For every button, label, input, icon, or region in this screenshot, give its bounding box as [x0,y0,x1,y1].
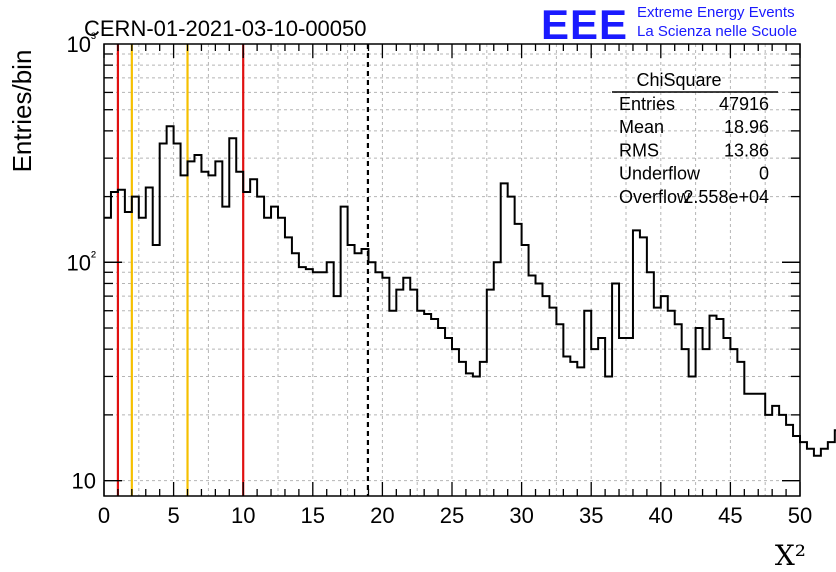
logo-line-1: Extreme Energy Events [637,4,795,21]
stats-box: ChiSquare Entries 47916 Mean 18.96 RMS 13.86 U… [612,70,778,207]
logo-line-2: La Scienza nelle Scuole [637,23,797,40]
x-tick-label: 20 [370,503,394,528]
eee-logo: EEE [541,1,628,48]
stats-value: 2.558e+04 [683,187,769,207]
stats-label: RMS [619,140,659,160]
y-tick-labels: 10 10² 10³ [67,30,96,494]
axis-ticks [103,44,801,496]
stats-title: ChiSquare [636,70,721,90]
stats-value: 18.96 [724,117,769,137]
stats-label: Underflow [619,164,701,184]
x-tick-label: 0 [98,503,110,528]
x-tick-label: 45 [718,503,742,528]
x-tick-label: 30 [509,503,533,528]
y-tick-label: 10³ [67,30,96,57]
x-tick-label: 15 [301,503,325,528]
stats-value: 13.86 [724,140,769,160]
stats-label: Overflow [619,187,691,207]
reference-lines [116,44,370,496]
stats-value: 47916 [719,94,769,114]
x-tick-label: 50 [788,503,812,528]
x-tick-label: 5 [167,503,179,528]
x-axis-title: X² [775,539,806,572]
y-tick-label: 10 [72,469,96,494]
x-tick-label: 35 [579,503,603,528]
stats-label: Mean [619,117,664,137]
y-tick-label: 10² [67,248,96,275]
grid [104,44,800,496]
x-tick-labels: 0 5 10 15 20 25 30 35 40 45 50 [98,503,812,528]
stats-label: Entries [619,94,675,114]
x-tick-label: 10 [231,503,255,528]
x-tick-label: 40 [649,503,673,528]
run-title: CERN-01-2021-03-10-00050 [84,16,367,41]
y-axis-title: Entries/bin [7,50,37,173]
x-tick-label: 25 [440,503,464,528]
stats-value: 0 [759,164,769,184]
histogram-outline [104,125,836,457]
